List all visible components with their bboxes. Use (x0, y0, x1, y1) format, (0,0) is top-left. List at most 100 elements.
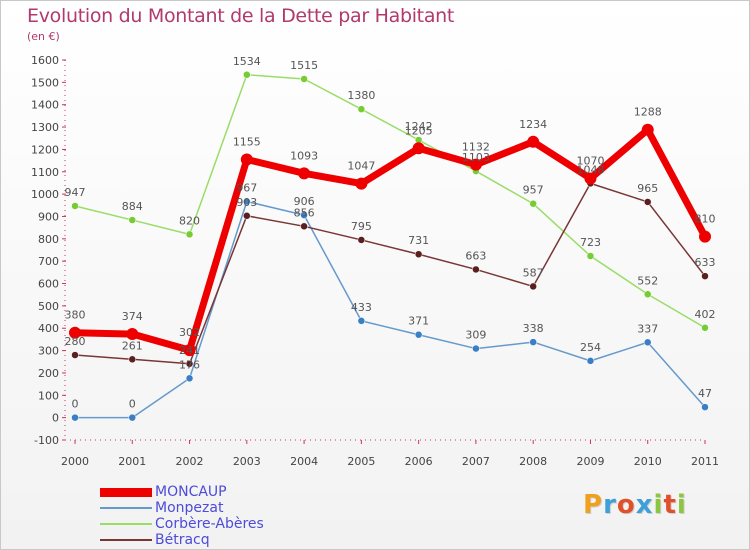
data-label-3: 856 (294, 206, 315, 219)
series-point-1 (71, 413, 79, 422)
series-point-2 (300, 75, 308, 83)
series-line-0 (71, 126, 709, 354)
data-label-2: 402 (695, 308, 716, 321)
legend-swatch-monpezat (100, 507, 152, 509)
legend-label-moncaup: MONCAUP (155, 484, 227, 500)
series-point-1 (414, 330, 423, 339)
series-point-2 (128, 216, 137, 224)
data-label-3: 1048 (576, 163, 604, 176)
series-point-2 (243, 71, 251, 79)
series-point-3 (300, 222, 308, 231)
y-tick-label: 900 (38, 210, 59, 223)
data-label-2: 723 (580, 236, 601, 249)
data-label-3: 903 (236, 196, 257, 209)
chart-subtitle: (en €) (27, 30, 60, 43)
series-line-3 (74, 182, 706, 365)
y-tick-label: 800 (38, 233, 59, 246)
y-tick-label: 100 (38, 389, 59, 402)
series-point-1 (586, 357, 595, 365)
series-point-0 (412, 142, 425, 155)
proxiti-logo-letter: o (616, 490, 636, 520)
data-label-3: 795 (351, 220, 372, 233)
y-tick-label: 600 (38, 278, 59, 291)
legend-label-corbere-aberes: Corbère-Abères (155, 516, 264, 532)
data-label-1: 0 (129, 398, 136, 411)
series-point-0 (469, 158, 482, 171)
proxiti-logo-letter: P (583, 490, 604, 520)
data-label-2: 947 (65, 186, 86, 199)
x-tick-label: 2008 (519, 455, 547, 468)
series-point-0 (183, 344, 196, 357)
x-tick-label: 2002 (176, 455, 204, 468)
series-point-0 (641, 123, 654, 136)
x-tick-label: 2005 (347, 455, 375, 468)
data-label-3: 731 (408, 234, 429, 247)
x-tick-label: 2007 (462, 455, 490, 468)
data-label-1: 254 (580, 341, 601, 354)
series-point-3 (185, 360, 194, 368)
data-label-3: 280 (65, 335, 86, 348)
data-label-1: 47 (698, 387, 712, 400)
data-label-0: 1047 (347, 160, 375, 173)
y-tick-label: 1200 (31, 143, 59, 156)
x-tick-label: 2011 (691, 455, 719, 468)
legend-label-monpezat: Monpezat (155, 500, 224, 516)
series-point-1 (185, 374, 194, 383)
proxiti-logo-letter: x (635, 490, 654, 520)
data-label-2: 884 (122, 200, 143, 213)
data-label-1: 906 (294, 195, 315, 208)
data-label-1: 338 (523, 322, 544, 335)
series-point-1 (357, 317, 366, 325)
y-tick-label: 500 (38, 300, 59, 313)
data-label-0: 1205 (405, 124, 433, 137)
series-point-0 (298, 167, 311, 180)
series-point-0 (69, 326, 81, 339)
data-label-2: 552 (637, 274, 658, 287)
proxiti-logo-letter: t (663, 490, 677, 520)
legend-label-betracq: Bétracq (155, 532, 210, 548)
y-tick-label: 400 (38, 322, 59, 335)
series-point-1 (472, 344, 480, 353)
series-point-2 (701, 324, 709, 332)
series-line-2 (74, 74, 706, 329)
data-label-2: 820 (179, 214, 200, 227)
data-label-1: 0 (72, 398, 79, 411)
data-label-0: 1070 (576, 154, 604, 167)
y-tick-label: 200 (38, 367, 59, 380)
series-point-2 (643, 290, 652, 299)
y-tick-label: 1300 (31, 121, 59, 134)
data-label-2: 1242 (405, 120, 433, 133)
data-label-2: 1534 (233, 55, 261, 68)
data-label-1: 433 (351, 301, 372, 314)
series-point-1 (128, 413, 137, 422)
data-label-2: 1103 (462, 151, 490, 164)
data-label-1: 371 (408, 315, 429, 328)
x-tick-label: 2000 (61, 455, 89, 468)
series-point-2 (586, 252, 595, 260)
y-tick-label: 700 (38, 255, 59, 268)
data-label-1: 967 (236, 181, 257, 194)
proxiti-logo-letter: r (603, 490, 617, 520)
series-point-3 (472, 265, 480, 274)
x-tick-label: 2004 (290, 455, 318, 468)
y-tick-label: 1500 (31, 76, 59, 89)
data-label-2: 957 (523, 184, 544, 197)
y-tick-label: 300 (38, 345, 59, 358)
series-point-0 (699, 230, 711, 243)
x-tick-label: 2001 (118, 455, 146, 468)
x-tick-label: 2009 (576, 455, 604, 468)
data-label-0: 810 (695, 213, 716, 226)
series-point-1 (529, 338, 537, 346)
series-point-3 (701, 272, 709, 280)
chart-title: Evolution du Montant de la Dette par Hab… (27, 5, 455, 27)
series-point-0 (355, 177, 368, 190)
proxiti-logo-letter: i (676, 490, 687, 520)
data-label-2: 1380 (347, 89, 375, 102)
y-tick-label: 1400 (31, 99, 59, 112)
y-tick-label: 1100 (31, 166, 59, 179)
series-point-3 (529, 282, 537, 291)
series-point-3 (71, 351, 79, 359)
x-tick-label: 2010 (634, 455, 662, 468)
data-label-3: 965 (637, 182, 658, 195)
